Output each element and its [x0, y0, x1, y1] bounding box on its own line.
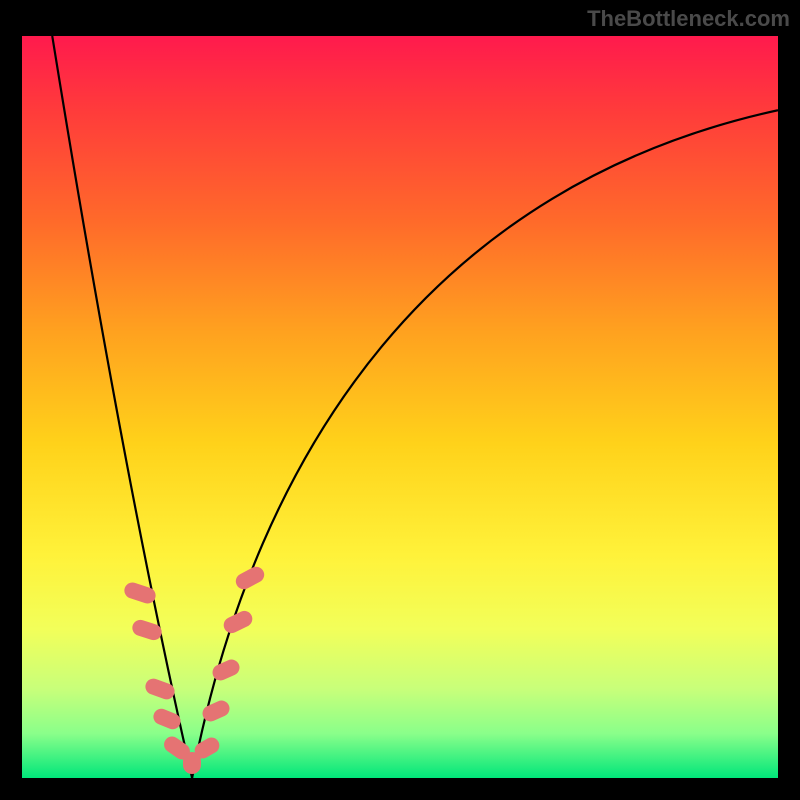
marker-layer: [22, 36, 778, 778]
data-marker: [210, 657, 242, 683]
data-marker: [199, 698, 231, 724]
plot-area: [22, 36, 778, 778]
data-marker: [151, 706, 183, 731]
data-marker: [131, 617, 164, 641]
data-marker: [144, 676, 178, 701]
watermark-text: TheBottleneck.com: [587, 6, 790, 32]
data-marker: [233, 564, 267, 592]
data-marker: [221, 608, 255, 636]
data-marker: [122, 580, 157, 605]
